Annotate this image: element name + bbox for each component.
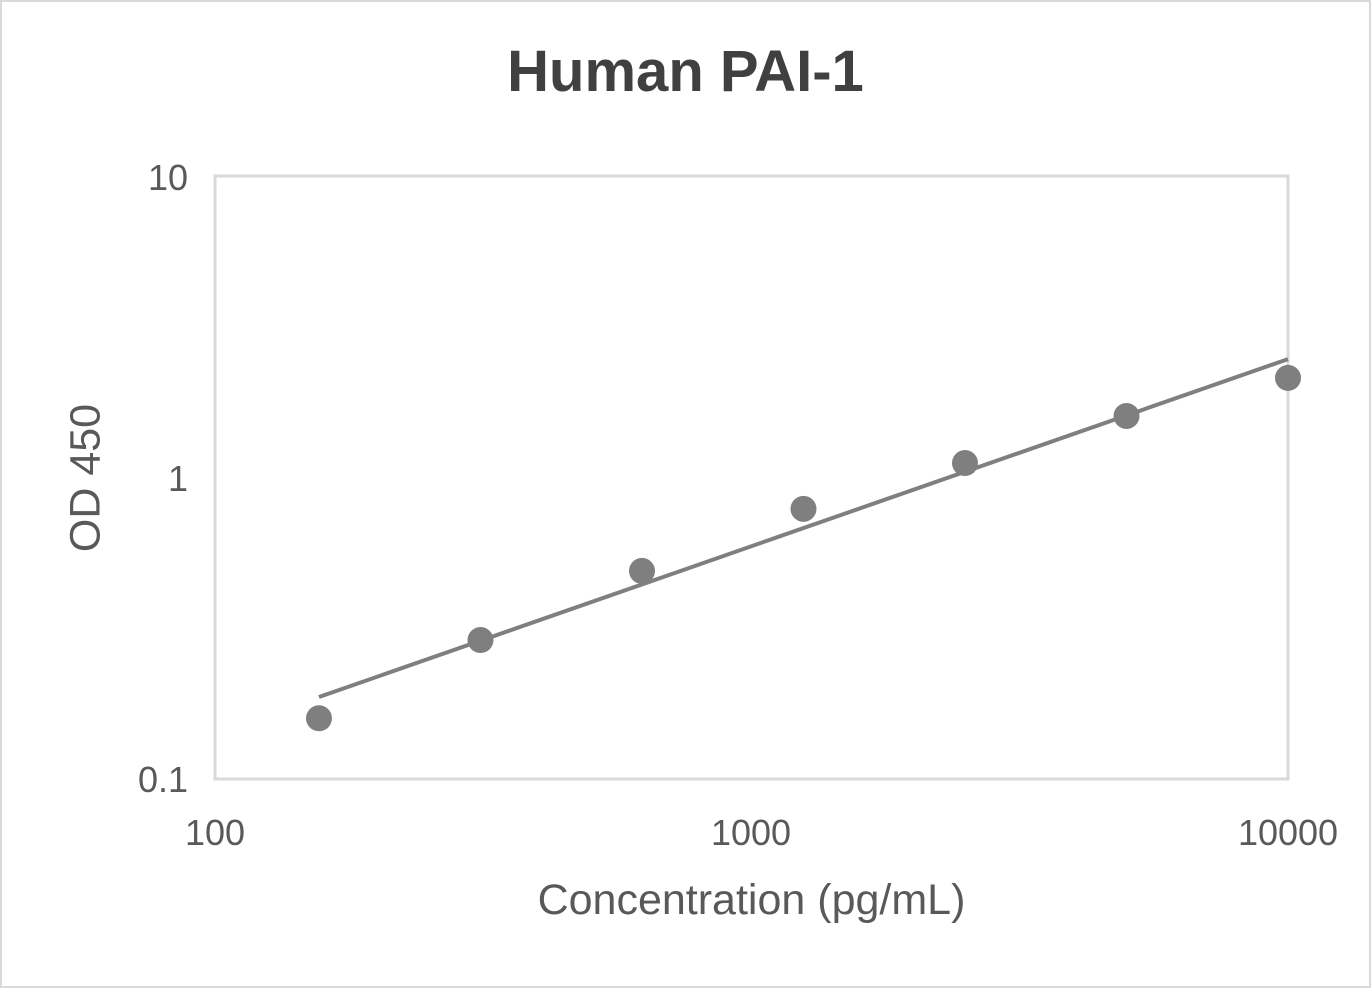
trendline-segment <box>318 357 1289 699</box>
data-point <box>951 450 978 477</box>
plot-border <box>213 174 1290 781</box>
y-tick-0.1: 0.1 <box>137 759 188 800</box>
data-point <box>628 557 655 584</box>
x-tick-10000: 10000 <box>1237 812 1339 853</box>
x-tick-100: 100 <box>184 812 246 853</box>
y-tick-10: 10 <box>147 157 188 198</box>
data-point <box>305 705 332 732</box>
data-point <box>1275 364 1301 391</box>
data-point <box>467 627 494 654</box>
data-points <box>305 364 1301 732</box>
chart-title: Human PAI-1 <box>507 39 864 104</box>
trendline <box>318 357 1289 699</box>
y-tick-1: 1 <box>167 458 188 499</box>
x-axis-label: Concentration (pg/mL) <box>537 876 966 924</box>
data-point <box>790 495 817 522</box>
data-point <box>1113 402 1140 429</box>
x-tick-1000: 1000 <box>710 812 792 853</box>
